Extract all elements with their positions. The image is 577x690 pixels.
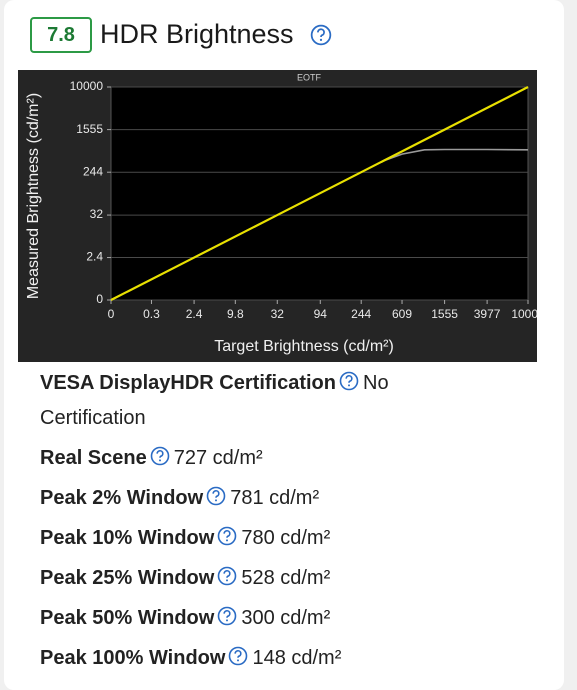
measurement-row: Peak 100% Window 148 cd/m² [40,641,460,676]
measurement-value: 727 cd/m² [173,447,263,469]
measurement-row: Peak 25% Window 528 cd/m² [40,561,460,596]
help-icon[interactable] [217,606,237,626]
measurement-label: Peak 2% Window [40,487,204,509]
y-tick-label: 1555 [76,122,103,136]
section-title: HDR Brightness [100,19,294,49]
x-tick-label: 9.8 [227,307,244,321]
help-icon[interactable] [150,446,170,466]
x-tick-label: 10000 [511,307,537,321]
help-icon[interactable] [310,24,332,46]
y-tick-label: 0 [96,292,103,306]
y-tick-label: 2.4 [86,250,103,264]
x-tick-label: 0.3 [143,307,160,321]
measurement-value: 300 cd/m² [241,607,331,629]
x-tick-label: 0 [108,307,115,321]
measurement-label: Peak 100% Window [40,647,226,669]
measurement-label: VESA DisplayHDR Certification [40,372,336,394]
measurement-value: 528 cd/m² [241,567,331,589]
measurement-label: Real Scene [40,447,147,469]
score-badge: 7.8 [30,17,92,53]
card: 7.8 HDR Brightness EOTF Target Brightnes… [4,0,564,690]
x-tick-label: 3977 [474,307,501,321]
x-tick-label: 2.4 [186,307,203,321]
measurement-value: 781 cd/m² [230,487,320,509]
measurement-value: 148 cd/m² [252,647,342,669]
chart: EOTF Target Brightness (cd/m²) Measured … [18,70,537,362]
measurement-label: Peak 25% Window [40,567,215,589]
measurement-label: Peak 10% Window [40,527,215,549]
measurement-row: Peak 2% Window 781 cd/m² [40,481,460,516]
measurement-row: VESA DisplayHDR Certification No Certific… [40,366,460,436]
x-axis-title: Target Brightness (cd/m²) [214,338,394,355]
measurement-list: VESA DisplayHDR Certification No Certific… [40,366,460,681]
x-tick-label: 32 [271,307,285,321]
y-tick-label: 32 [90,207,104,221]
measurement-value: 780 cd/m² [241,527,331,549]
help-icon[interactable] [339,371,359,391]
help-icon[interactable] [217,566,237,586]
y-tick-label: 10000 [70,79,104,93]
measurement-row: Real Scene 727 cd/m² [40,441,460,476]
x-tick-label: 1555 [431,307,458,321]
measurement-row: Peak 50% Window 300 cd/m² [40,601,460,636]
help-icon[interactable] [206,486,226,506]
measurement-label: Peak 50% Window [40,607,215,629]
help-icon[interactable] [217,526,237,546]
measurement-value: No Certification [40,372,389,429]
x-tick-label: 94 [314,307,328,321]
y-axis-title: Measured Brightness (cd/m²) [25,93,42,299]
series-line [110,86,529,301]
y-tick-label: 244 [83,164,103,178]
help-icon[interactable] [228,646,248,666]
chart-title: EOTF [297,72,322,82]
measurement-row: Peak 10% Window 780 cd/m² [40,521,460,556]
x-tick-label: 244 [351,307,371,321]
x-tick-label: 609 [392,307,412,321]
